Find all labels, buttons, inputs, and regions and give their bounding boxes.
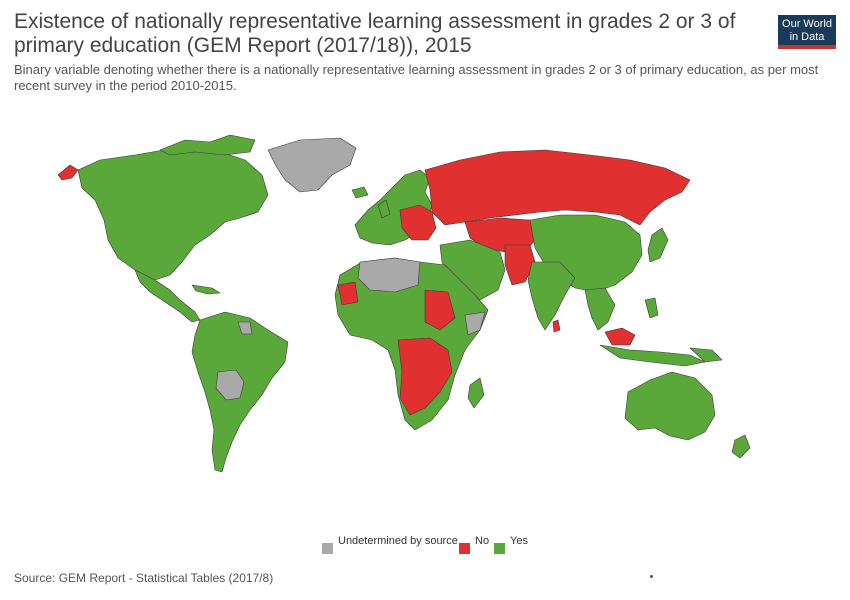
chart-title: Existence of nationally representative l… bbox=[14, 10, 736, 57]
decorative-dot bbox=[650, 575, 653, 578]
legend-label-yes: Yes bbox=[510, 535, 528, 547]
region-paraguay[interactable] bbox=[215, 369, 245, 401]
legend-swatch-no bbox=[459, 543, 470, 554]
region-central-america[interactable] bbox=[134, 269, 201, 323]
region-southern-africa[interactable] bbox=[397, 337, 453, 416]
region-arctic-islands[interactable] bbox=[159, 134, 256, 156]
region-madagascar[interactable] bbox=[467, 377, 485, 409]
region-sri-lanka[interactable] bbox=[552, 319, 561, 333]
legend-label-undetermined: Undetermined by source bbox=[338, 535, 458, 547]
owid-logo[interactable]: Our World in Data bbox=[778, 15, 836, 49]
region-sahara[interactable] bbox=[357, 257, 421, 293]
region-indonesia[interactable] bbox=[599, 344, 706, 367]
region-uk[interactable] bbox=[377, 199, 391, 219]
logo-line-2: in Data bbox=[789, 31, 825, 43]
region-png[interactable] bbox=[689, 347, 723, 363]
region-australia[interactable] bbox=[624, 371, 716, 441]
logo-line-1: Our World bbox=[782, 18, 832, 30]
chart-subtitle: Binary variable denoting whether there i… bbox=[14, 62, 819, 93]
legend-label-no: No bbox=[475, 535, 490, 547]
region-greenland[interactable] bbox=[267, 137, 357, 193]
region-afghanistan[interactable] bbox=[504, 244, 536, 286]
region-iceland[interactable] bbox=[351, 186, 369, 199]
region-balkans[interactable] bbox=[399, 204, 437, 241]
source-note: Source: GEM Report - Statistical Tables … bbox=[14, 571, 274, 585]
region-north-america[interactable] bbox=[77, 147, 269, 281]
region-new-zealand[interactable] bbox=[731, 434, 751, 459]
region-russia[interactable] bbox=[424, 149, 691, 226]
region-guianas[interactable] bbox=[237, 321, 253, 335]
legend-swatch-yes bbox=[494, 543, 505, 554]
region-somalia[interactable] bbox=[464, 311, 486, 336]
region-caribbean[interactable] bbox=[191, 284, 221, 295]
legend-swatch-undetermined bbox=[322, 543, 333, 554]
region-mauritania[interactable] bbox=[337, 281, 359, 306]
region-india[interactable] bbox=[527, 261, 576, 331]
region-southeast-asia[interactable] bbox=[584, 287, 616, 331]
region-central-africa[interactable] bbox=[424, 289, 456, 331]
world-map[interactable] bbox=[0, 110, 850, 530]
region-japan[interactable] bbox=[647, 227, 669, 263]
region-alaska[interactable] bbox=[57, 164, 79, 181]
region-philippines[interactable] bbox=[644, 297, 659, 319]
region-malaysia[interactable] bbox=[604, 327, 636, 346]
